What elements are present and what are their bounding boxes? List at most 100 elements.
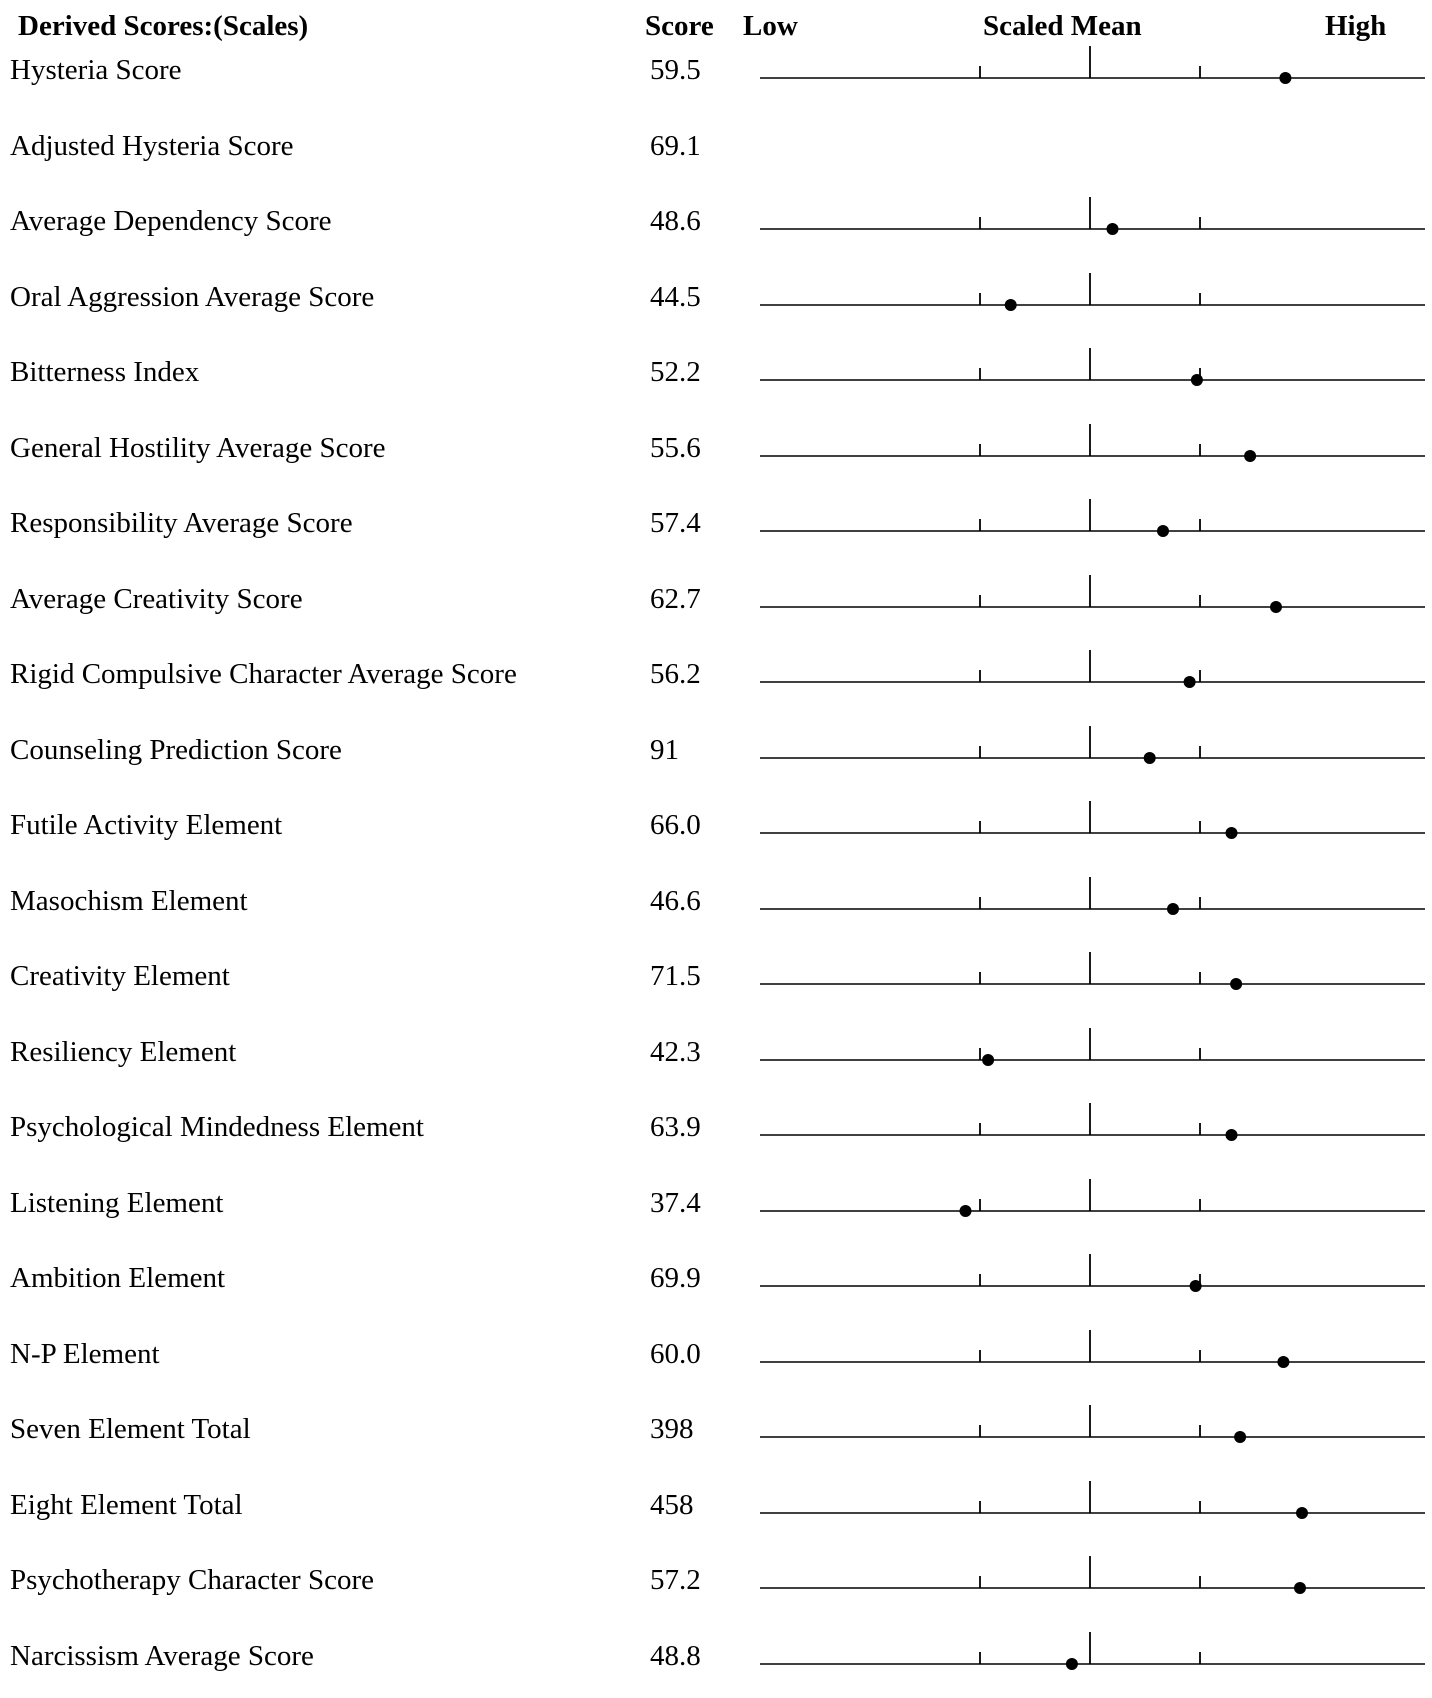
scale-score: 42.3 — [650, 1036, 701, 1068]
scale-score: 59.5 — [650, 54, 701, 86]
scale-label: Narcissism Average Score — [10, 1640, 314, 1672]
score-marker — [1230, 978, 1243, 990]
scale-score: 91 — [650, 734, 679, 766]
score-marker — [1106, 223, 1119, 235]
scale-plot — [760, 1405, 1425, 1471]
scaled-mean-label: Scaled Mean — [983, 10, 1142, 42]
scale-score: 37.4 — [650, 1187, 701, 1219]
scale-score: 458 — [650, 1489, 694, 1521]
scale-plot — [760, 1103, 1425, 1169]
score-row: N-P Element 60.0 — [0, 1330, 1432, 1396]
scale-plot — [760, 1632, 1425, 1698]
scale-plot — [760, 424, 1425, 490]
score-row: Average Dependency Score 48.6 — [0, 197, 1432, 263]
scale-score: 56.2 — [650, 658, 701, 690]
scale-label: N-P Element — [10, 1338, 160, 1370]
scale-label: Creativity Element — [10, 960, 230, 992]
scale-label: Counseling Prediction Score — [10, 734, 342, 766]
scale-plot — [760, 1481, 1425, 1547]
scale-plot — [760, 801, 1425, 867]
scale-score: 398 — [650, 1413, 694, 1445]
scale-score: 57.4 — [650, 507, 701, 539]
score-row: Creativity Element 71.5 — [0, 952, 1432, 1018]
scale-score: 52.2 — [650, 356, 701, 388]
scale-label: Masochism Element — [10, 885, 248, 917]
scale-label: Psychotherapy Character Score — [10, 1564, 374, 1596]
score-row: Psychotherapy Character Score 57.2 — [0, 1556, 1432, 1622]
score-marker — [982, 1054, 995, 1066]
scale-label: Average Creativity Score — [10, 583, 303, 615]
score-row: Eight Element Total 458 — [0, 1481, 1432, 1547]
scale-score: 66.0 — [650, 809, 701, 841]
scale-score: 48.6 — [650, 205, 701, 237]
high-label: High — [1325, 10, 1387, 42]
scale-label: Seven Element Total — [10, 1413, 251, 1445]
scale-label: Responsibility Average Score — [10, 507, 353, 539]
scale-plot — [760, 273, 1425, 339]
score-row: Hysteria Score 59.5 — [0, 46, 1432, 112]
scale-plot — [760, 1179, 1425, 1245]
scale-label: Oral Aggression Average Score — [10, 281, 375, 313]
score-marker — [1234, 1431, 1247, 1443]
scale-label: Average Dependency Score — [10, 205, 332, 237]
scale-score: 55.6 — [650, 432, 701, 464]
scale-plot — [760, 726, 1425, 792]
score-marker — [1157, 525, 1169, 537]
score-row: Seven Element Total 398 — [0, 1405, 1432, 1471]
scale-label: Hysteria Score — [10, 54, 182, 86]
scale-score: 60.0 — [650, 1338, 701, 1370]
score-row: General Hostility Average Score 55.6 — [0, 424, 1432, 490]
scale-score: 62.7 — [650, 583, 701, 615]
score-row: Rigid Compulsive Character Average Score… — [0, 650, 1432, 716]
scale-score: 63.9 — [650, 1111, 701, 1143]
scale-plot — [760, 46, 1425, 112]
score-marker — [1004, 299, 1017, 311]
score-marker — [1270, 601, 1282, 613]
score-marker — [1279, 72, 1292, 84]
scale-score: 69.9 — [650, 1262, 701, 1294]
scale-plot — [760, 1556, 1425, 1622]
score-row: Psychological Mindedness Element 63.9 — [0, 1103, 1432, 1169]
scale-label: Resiliency Element — [10, 1036, 237, 1068]
scale-label: Ambition Element — [10, 1262, 226, 1294]
score-row: Oral Aggression Average Score 44.5 — [0, 273, 1432, 339]
score-marker — [1294, 1582, 1306, 1594]
scale-score: 57.2 — [650, 1564, 701, 1596]
score-row: Narcissism Average Score 48.8 — [0, 1632, 1432, 1698]
score-marker — [1143, 752, 1156, 764]
score-marker — [1244, 450, 1257, 462]
score-marker — [1277, 1356, 1290, 1368]
scale-plot — [760, 1028, 1425, 1094]
score-marker — [1225, 1129, 1238, 1141]
scale-label: Futile Activity Element — [10, 809, 283, 841]
score-marker — [1065, 1658, 1078, 1670]
score-marker — [959, 1205, 972, 1217]
score-row: Resiliency Element 42.3 — [0, 1028, 1432, 1094]
score-row: Counseling Prediction Score 91 — [0, 726, 1432, 792]
scale-plot — [760, 197, 1425, 263]
scale-plot — [760, 650, 1425, 716]
score-row: Bitterness Index 52.2 — [0, 348, 1432, 414]
scale-label: Adjusted Hysteria Score — [10, 130, 294, 162]
score-row: Listening Element 37.4 — [0, 1179, 1432, 1245]
scale-label: Listening Element — [10, 1187, 224, 1219]
scale-score: 71.5 — [650, 960, 701, 992]
scale-label: Rigid Compulsive Character Average Score — [10, 658, 517, 690]
scale-score: 48.8 — [650, 1640, 701, 1672]
scale-label: General Hostility Average Score — [10, 432, 386, 464]
low-label: Low — [743, 10, 798, 42]
scale-plot — [760, 1330, 1425, 1396]
score-marker — [1190, 374, 1203, 386]
score-row: Responsibility Average Score 57.4 — [0, 499, 1432, 565]
score-row: Futile Activity Element 66.0 — [0, 801, 1432, 867]
scale-label: Eight Element Total — [10, 1489, 243, 1521]
score-row: Masochism Element 46.6 — [0, 877, 1432, 943]
score-marker — [1167, 903, 1179, 915]
scale-plot — [760, 348, 1425, 414]
scale-plot — [760, 877, 1425, 943]
score-column-header: Score — [645, 10, 714, 42]
scale-plot — [760, 499, 1425, 565]
scale-score: 46.6 — [650, 885, 701, 917]
scale-plot — [760, 575, 1425, 641]
